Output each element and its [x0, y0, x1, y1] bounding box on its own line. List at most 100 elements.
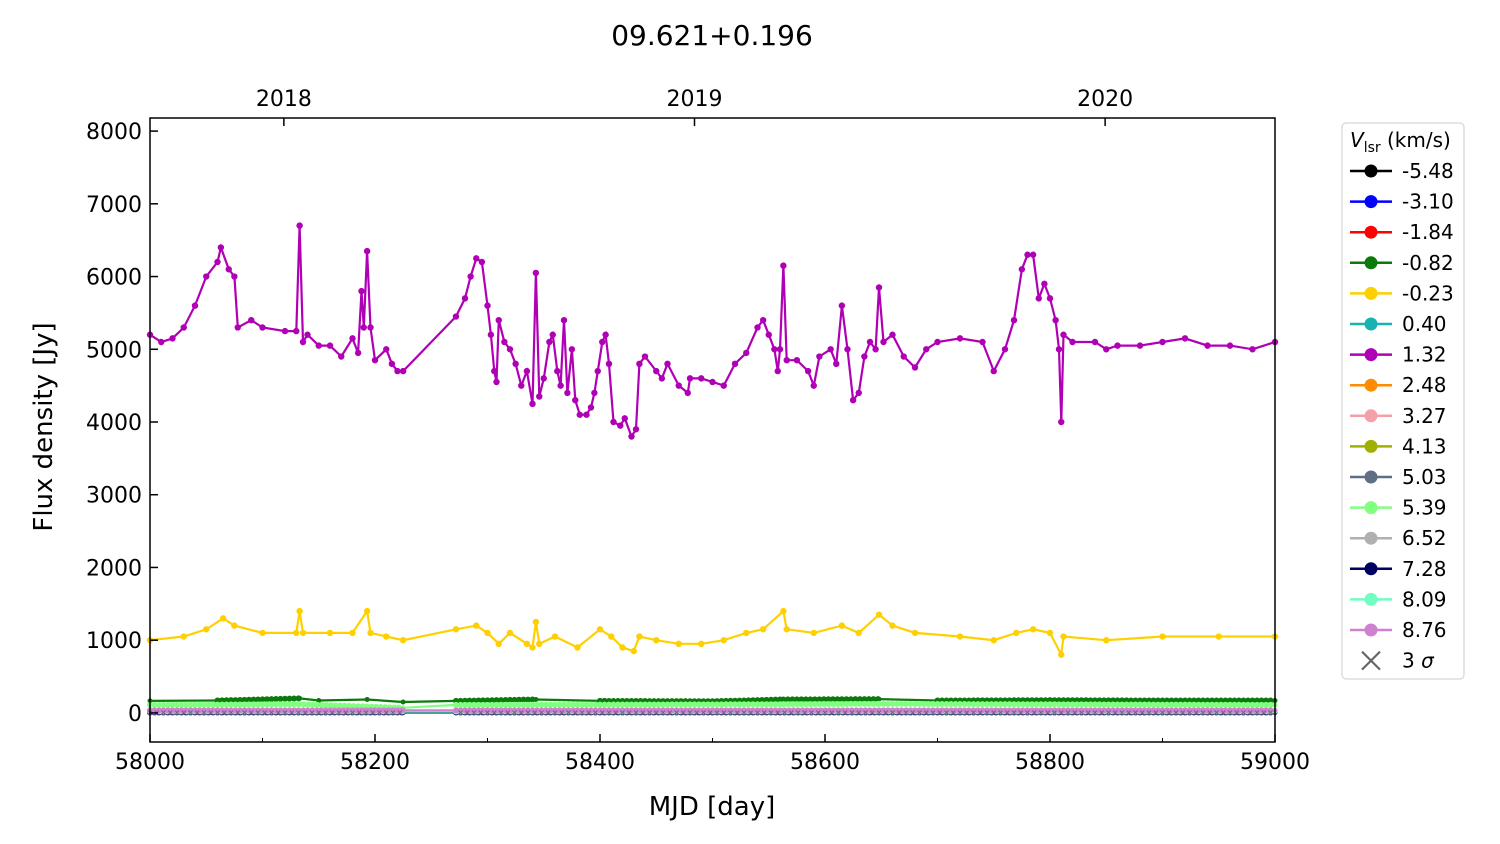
data-point [529, 400, 536, 408]
sigma-marker [775, 710, 781, 715]
data-point [363, 607, 371, 615]
sigma-marker [728, 710, 733, 715]
data-point [319, 701, 326, 708]
data-point [1227, 701, 1233, 708]
data-point [816, 353, 823, 360]
data-point [540, 375, 547, 382]
data-point [219, 701, 225, 708]
sigma-marker [984, 710, 990, 715]
data-point [720, 636, 727, 644]
data-point [1011, 707, 1017, 714]
sigma-marker [660, 710, 666, 715]
data-point [205, 701, 212, 708]
data-point [583, 411, 590, 418]
data-point [1215, 633, 1222, 640]
legend-item: 5.03 [1350, 465, 1447, 489]
data-point [912, 700, 918, 707]
data-point [1195, 697, 1202, 704]
data-point [191, 302, 199, 309]
data-point [1103, 636, 1110, 644]
sigma-marker [856, 710, 862, 715]
data-point [1051, 701, 1058, 708]
sigma-marker [282, 710, 288, 715]
sigma-marker [1220, 710, 1226, 715]
data-point [1060, 701, 1067, 708]
y-tick-label: 1000 [86, 629, 142, 654]
data-point [1231, 697, 1238, 704]
legend-title-unit: (km/s) [1381, 128, 1451, 152]
data-point [861, 696, 868, 703]
sigma-marker [815, 710, 821, 715]
sigma-marker [1126, 710, 1132, 715]
data-point [1123, 701, 1130, 708]
data-point [286, 701, 293, 708]
sigma-marker [721, 710, 727, 715]
sigma-marker [498, 710, 504, 715]
data-point [516, 701, 522, 708]
data-point [979, 701, 986, 708]
sigma-marker [579, 710, 585, 715]
data-point [532, 269, 540, 277]
sigma-marker [1052, 710, 1057, 715]
data-point [487, 331, 495, 338]
data-point [277, 701, 284, 708]
data-point [360, 324, 367, 331]
data-point [1245, 701, 1251, 708]
data-point [511, 701, 518, 708]
data-point [231, 273, 238, 280]
data-point [1119, 707, 1125, 714]
data-point [1137, 701, 1143, 708]
data-point [234, 324, 241, 331]
data-point [1236, 697, 1242, 704]
data-point [763, 696, 770, 703]
data-point [1132, 707, 1139, 714]
data-point [228, 707, 234, 714]
sigma-marker [957, 710, 963, 715]
data-point [1249, 701, 1256, 708]
data-point [388, 360, 396, 368]
data-point [966, 701, 972, 708]
x-tick-label: 58200 [340, 750, 410, 775]
data-point [606, 707, 612, 714]
sigma-marker [221, 710, 227, 715]
data-point [1267, 701, 1274, 708]
legend-marker [1364, 256, 1378, 270]
sigma-marker [1025, 710, 1030, 715]
sigma-marker [674, 710, 679, 715]
data-point [1249, 346, 1256, 353]
y-axis-label: Flux density [Jy] [29, 322, 59, 531]
data-point [471, 701, 477, 708]
sigma-marker [863, 710, 868, 715]
data-point [628, 433, 635, 440]
data-point [783, 626, 790, 633]
data-point [484, 701, 491, 708]
data-point [1105, 701, 1112, 708]
data-point [1164, 701, 1170, 708]
data-point [636, 360, 643, 368]
data-point [293, 327, 300, 335]
legend-item: 8.09 [1350, 587, 1447, 611]
data-point [630, 647, 637, 655]
data-point [546, 338, 553, 346]
sigma-marker [201, 710, 207, 715]
sigma-marker [350, 710, 355, 715]
data-point [1249, 697, 1256, 704]
data-point [838, 696, 845, 703]
data-point [332, 702, 339, 709]
data-point [525, 696, 531, 703]
data-point [489, 701, 495, 708]
sigma-marker [890, 710, 895, 715]
data-point [759, 316, 767, 324]
data-point [587, 404, 595, 411]
sigma-marker [586, 710, 592, 715]
sigma-marker [599, 710, 605, 715]
legend-item: 7.28 [1350, 557, 1447, 581]
data-point [1159, 338, 1166, 346]
data-point [736, 701, 743, 708]
data-point [203, 273, 210, 280]
legend-marker [1364, 470, 1378, 484]
data-point [1047, 697, 1053, 704]
data-point [180, 633, 187, 640]
data-point [507, 701, 513, 708]
data-point [250, 701, 257, 708]
